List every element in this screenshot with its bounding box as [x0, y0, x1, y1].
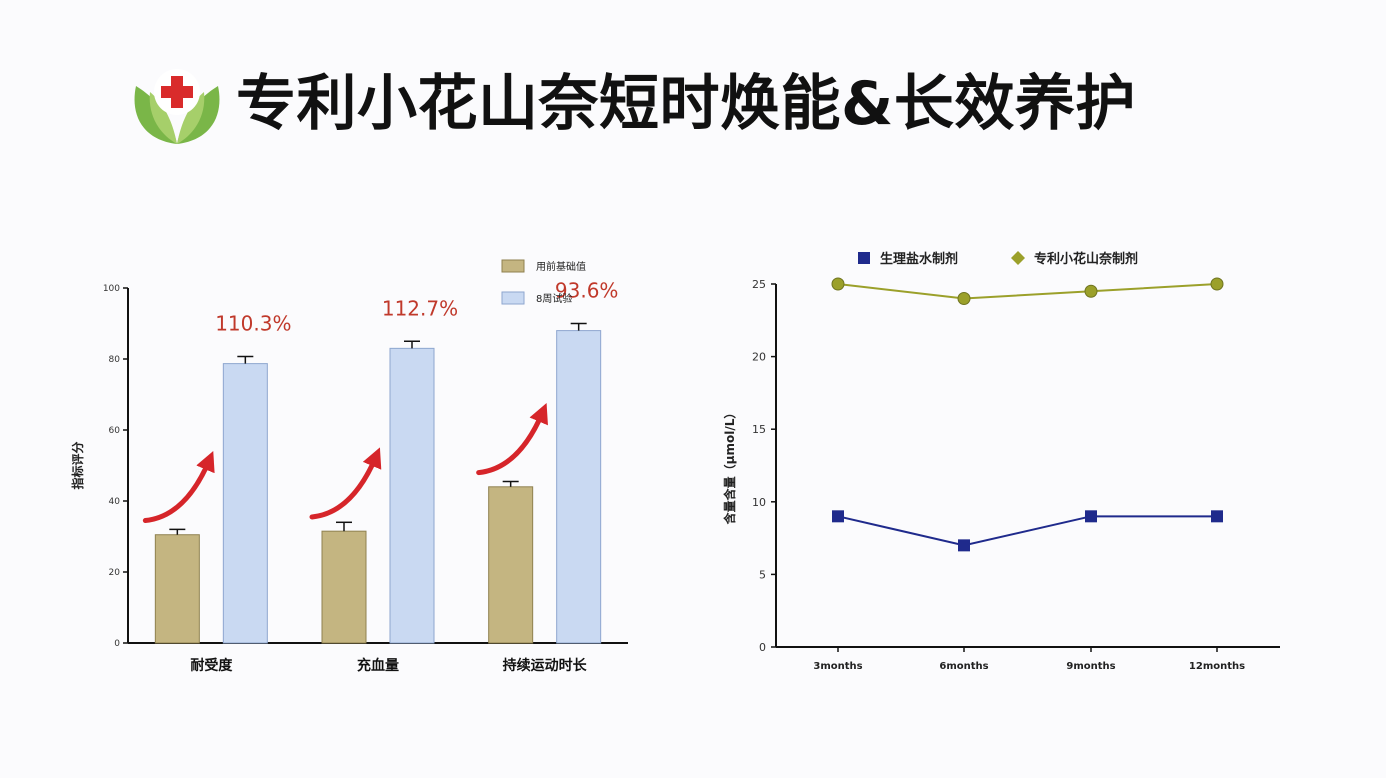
data-point-circle — [1084, 284, 1098, 298]
y-tick-label: 25 — [752, 278, 766, 291]
data-point-square — [1211, 510, 1223, 523]
x-tick-label: 3months — [813, 661, 862, 672]
data-point-circle — [957, 292, 971, 306]
increase-percentage: 110.3% — [215, 312, 291, 336]
data-point-square — [1085, 510, 1097, 523]
increase-percentage: 112.7% — [382, 296, 458, 320]
legend-swatch — [501, 291, 525, 305]
bar-after-2 — [389, 347, 435, 644]
y-axis-label: 指标评分 — [70, 441, 85, 489]
x-tick-label: 6months — [939, 661, 988, 672]
legend-swatch — [501, 259, 525, 273]
bar-baseline-2 — [321, 530, 367, 644]
y-tick-label: 100 — [103, 284, 120, 294]
y-tick-label: 15 — [752, 423, 766, 436]
x-tick-label: 耐受度 — [190, 657, 233, 674]
bar-after-3 — [556, 330, 602, 644]
increase-percentage: 93.6% — [555, 279, 619, 303]
red-trend-arrow — [476, 403, 548, 476]
legend-label: 用前基础值 — [536, 260, 586, 273]
y-tick-label: 0 — [759, 641, 766, 654]
y-axis-label: 含量含量（μmol/L） — [722, 407, 737, 525]
x-tick-label: 12months — [1189, 661, 1245, 672]
red-trend-arrow — [309, 447, 382, 520]
y-tick-label: 80 — [109, 355, 121, 365]
header: 专利小花山奈短时焕能&长效养护 — [0, 0, 1386, 200]
y-tick-label: 5 — [759, 568, 766, 581]
y-tick-label: 0 — [114, 639, 120, 649]
legend-label: 专利小花山奈制剂 — [1034, 251, 1138, 267]
y-tick-label: 20 — [752, 351, 766, 364]
series-line-1 — [837, 515, 1217, 547]
bar-after-1 — [222, 363, 268, 644]
bar-baseline-1 — [154, 534, 200, 644]
legend-label: 8周试验 — [536, 292, 572, 305]
data-point-square — [958, 539, 970, 552]
leaf-cross-logo — [134, 69, 220, 144]
y-tick-label: 60 — [109, 426, 121, 436]
legend-label: 生理盐水制剂 — [880, 251, 958, 267]
data-point-circle — [1210, 277, 1224, 291]
data-point-circle — [831, 277, 845, 291]
line-chart: 0 5 10 15 20 25 含量含量（μmol/L） 3months 6months 9mon… — [722, 251, 1280, 672]
x-tick-label: 9months — [1066, 661, 1115, 672]
page-title: 专利小花山奈短时焕能&长效养护 — [236, 69, 1136, 139]
bar-baseline-3 — [488, 486, 534, 644]
y-tick-label: 10 — [752, 496, 766, 509]
x-tick-label: 持续运动时长 — [503, 657, 588, 674]
data-point-square — [832, 510, 844, 523]
legend-marker-diamond — [1011, 251, 1025, 265]
x-tick-label: 充血量 — [357, 657, 399, 674]
legend-marker-square — [858, 252, 870, 264]
y-tick-label: 20 — [109, 568, 121, 578]
y-tick-label: 40 — [109, 497, 121, 507]
red-trend-arrow — [142, 450, 215, 524]
series-line-2 — [837, 283, 1218, 300]
